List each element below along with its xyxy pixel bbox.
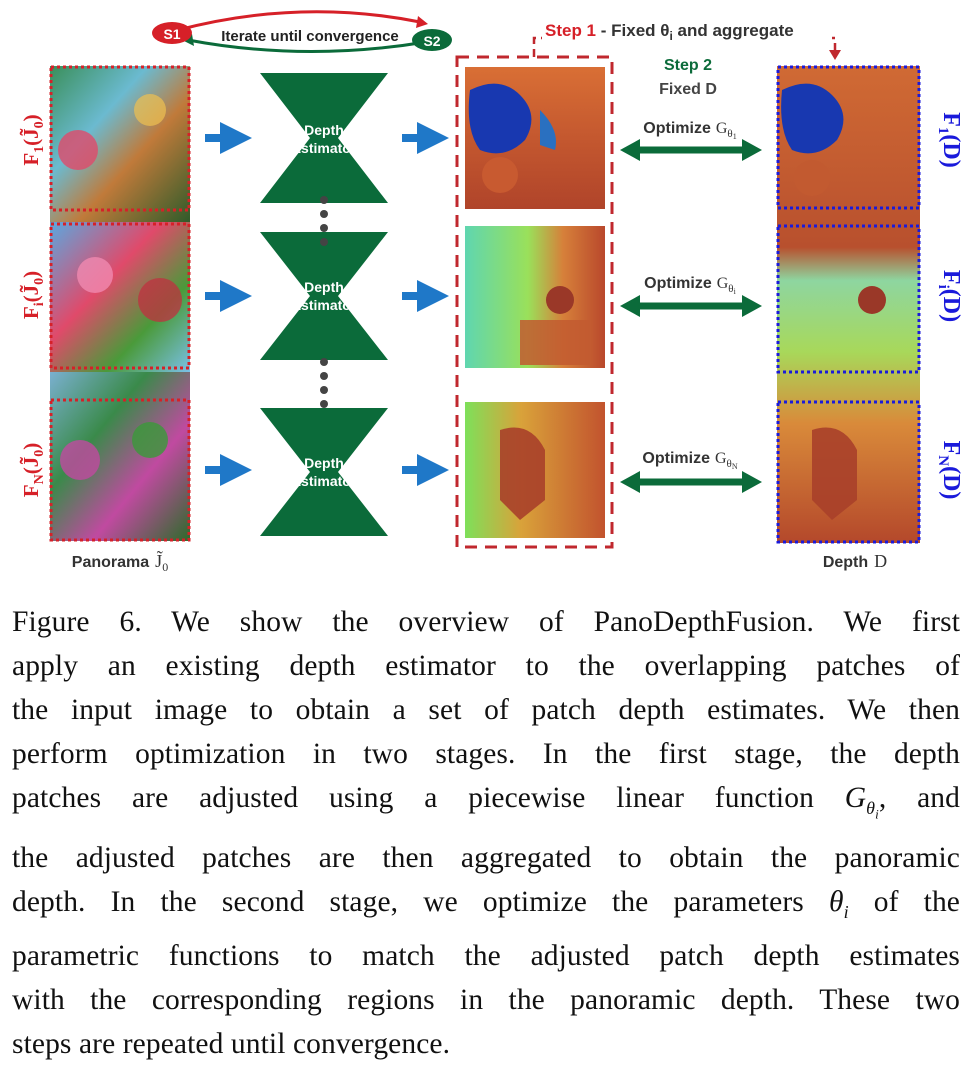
- step2-title: Step 2: [664, 57, 712, 74]
- optimize-2: Optimize Gθi: [620, 275, 762, 317]
- left-label-3: FN(J̃0): [19, 443, 47, 497]
- step1-connector: Step 1 - Fixed θi and aggregate: [532, 18, 841, 60]
- right-label-1: F1(D): [935, 112, 964, 168]
- step1-label: Step 1 - Fixed θi and aggregate: [545, 21, 794, 43]
- figure-caption: Figure 6. We show the overview of PanoDe…: [12, 600, 960, 1066]
- svg-text:Fi(D): Fi(D): [935, 270, 964, 322]
- svg-text:S2: S2: [423, 33, 440, 49]
- depth-label: Depth D: [823, 551, 887, 571]
- input-arrows: [205, 122, 252, 486]
- caption-line: apply an existing depth estimator to the…: [12, 650, 960, 682]
- optimize-3: Optimize GθN: [620, 450, 762, 493]
- optimize-1: Optimize Gθ1: [620, 120, 762, 161]
- pipeline-figure: F1(J̃0) Fi(J̃0) FN(J̃0) Panorama J̃0 Dept…: [19, 10, 964, 574]
- svg-text:Depth: Depth: [304, 455, 344, 471]
- caption-line: the input image to obtain a set of patch…: [12, 694, 960, 726]
- step2-text: Fixed D: [659, 81, 717, 98]
- caption-line: patches are adjusted using a piecewise l…: [12, 782, 960, 822]
- svg-text:F1(D): F1(D): [935, 112, 964, 168]
- svg-text:Estimator: Estimator: [292, 297, 357, 313]
- depth-column: [776, 65, 921, 544]
- depth-estimator-1: Depth Estimator: [260, 73, 388, 203]
- iterate-label: Iterate until convergence: [221, 28, 399, 45]
- depth-estimator-3: Depth Estimator: [260, 408, 388, 536]
- svg-text:FN(J̃0): FN(J̃0): [19, 443, 47, 497]
- caption-line: perform optimization in two stages. In t…: [12, 738, 960, 770]
- estimator-arrows: [402, 122, 449, 486]
- iterate-loop: S1 S2 Iterate until convergence: [152, 10, 452, 53]
- right-label-3: FN(D): [935, 441, 964, 500]
- depth-patches: [455, 55, 614, 549]
- right-label-2: Fi(D): [935, 270, 964, 322]
- left-label-2: Fi(J̃0): [19, 271, 47, 319]
- svg-text:FN(D): FN(D): [935, 441, 964, 500]
- caption-line: with the corresponding regions in the pa…: [12, 984, 960, 1017]
- caption-line: depth. In the second stage, we optimize …: [12, 886, 960, 923]
- left-label-1: F1(J̃0): [19, 114, 47, 165]
- caption-line: Figure 6. We show the overview of PanoDe…: [12, 606, 960, 638]
- panorama-label: Panorama J̃0: [72, 550, 168, 574]
- depth-estimator-2: Depth Estimator: [260, 232, 388, 360]
- svg-text:S1: S1: [163, 26, 180, 42]
- svg-text:F1(J̃0): F1(J̃0): [19, 114, 47, 165]
- caption-line: steps are repeated until convergence.: [12, 1028, 451, 1061]
- svg-text:Depth: Depth: [304, 279, 344, 295]
- ellipsis-dots: [320, 196, 328, 408]
- caption-line: parametric functions to match the adjust…: [12, 940, 960, 973]
- svg-text:Estimator: Estimator: [292, 473, 357, 489]
- svg-text:Fi(J̃0): Fi(J̃0): [19, 271, 47, 319]
- caption-line: the adjusted patches are then aggregated…: [12, 842, 960, 875]
- svg-text:Depth: Depth: [304, 122, 344, 138]
- svg-text:Estimator: Estimator: [292, 140, 357, 156]
- panorama-column: [49, 65, 191, 542]
